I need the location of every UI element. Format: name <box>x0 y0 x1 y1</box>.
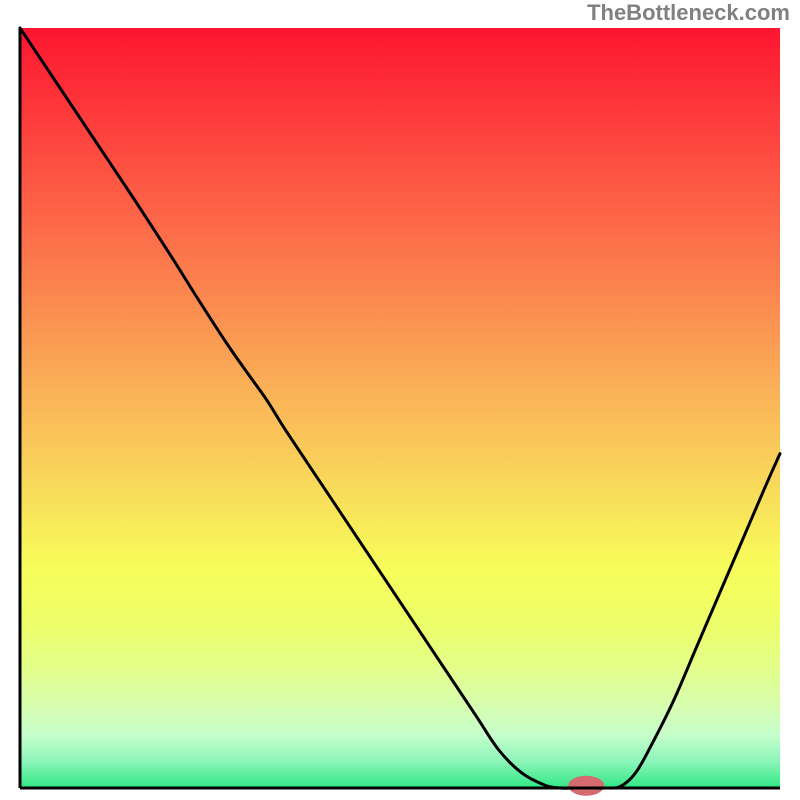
plot-background <box>20 28 780 788</box>
watermark-text: TheBottleneck.com <box>587 0 790 26</box>
minimum-marker <box>568 776 604 796</box>
chart-svg <box>0 0 800 800</box>
chart-container: { "watermark": { "text": "TheBottleneck.… <box>0 0 800 800</box>
